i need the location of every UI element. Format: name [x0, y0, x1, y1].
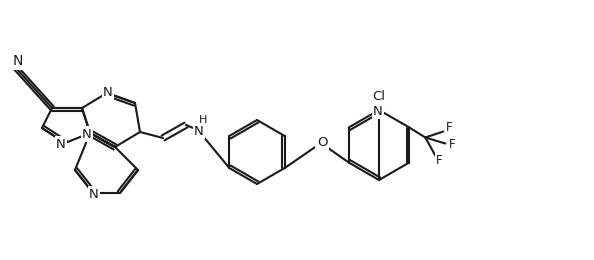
Text: F: F: [446, 121, 453, 134]
Text: N: N: [373, 105, 383, 118]
Text: N: N: [82, 127, 92, 140]
Text: N: N: [13, 54, 23, 68]
Text: Cl: Cl: [372, 89, 386, 102]
Text: O: O: [317, 135, 327, 148]
Text: N: N: [194, 125, 204, 138]
Text: N: N: [103, 86, 113, 99]
Text: N: N: [89, 187, 99, 200]
Text: F: F: [449, 138, 456, 151]
Text: H: H: [199, 115, 207, 125]
Text: F: F: [436, 154, 443, 167]
Text: N: N: [56, 138, 66, 151]
